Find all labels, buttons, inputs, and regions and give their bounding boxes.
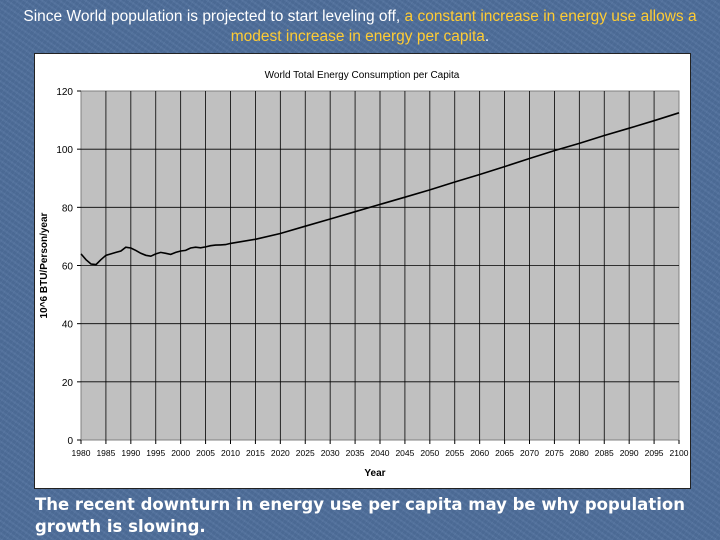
x-tick-label: 2055 — [445, 448, 464, 458]
x-tick-label: 2020 — [271, 448, 290, 458]
x-tick-label: 1995 — [146, 448, 165, 458]
y-tick-label: 60 — [62, 262, 74, 273]
x-tick-label: 2025 — [296, 448, 315, 458]
x-tick-label: 2030 — [321, 448, 340, 458]
x-tick-label: 2060 — [470, 448, 489, 458]
x-tick-label: 2075 — [545, 448, 564, 458]
x-tick-label: 2010 — [221, 448, 240, 458]
x-tick-label: 2005 — [196, 448, 215, 458]
x-tick-label: 2000 — [171, 448, 190, 458]
x-tick-label: 2045 — [395, 448, 414, 458]
x-tick-label: 2070 — [520, 448, 539, 458]
caption-text: Since World population is projected to s… — [23, 8, 405, 25]
x-tick-label: 2085 — [595, 448, 614, 458]
slide-caption: Since World population is projected to s… — [0, 7, 720, 47]
x-tick-label: 2040 — [371, 448, 390, 458]
y-tick-label: 80 — [62, 203, 74, 214]
y-tick-label: 20 — [62, 378, 74, 389]
x-tick-label: 2090 — [620, 448, 639, 458]
y-tick-label: 0 — [67, 436, 73, 447]
chart-title: World Total Energy Consumption per Capit… — [265, 70, 460, 81]
x-tick-label: 2015 — [246, 448, 265, 458]
x-tick-label: 2035 — [346, 448, 365, 458]
x-tick-label: 1980 — [72, 448, 91, 458]
y-tick-label: 100 — [56, 145, 73, 156]
y-tick-label: 40 — [62, 320, 74, 331]
caption-highlight: a constant increase in energy use allows… — [230, 8, 697, 45]
x-tick-label: 2065 — [495, 448, 514, 458]
x-tick-label: 1990 — [121, 448, 140, 458]
x-tick-label: 1985 — [96, 448, 115, 458]
slide-footer-text: The recent downturn in energy use per ca… — [35, 495, 685, 536]
x-tick-label: 2095 — [645, 448, 664, 458]
x-tick-label: 2100 — [670, 448, 689, 458]
x-tick-label: 2050 — [420, 448, 439, 458]
y-axis-label: 10^6 BTU/Person/year — [39, 212, 50, 318]
x-tick-label: 2080 — [570, 448, 589, 458]
x-axis-label: Year — [364, 468, 385, 479]
chart-panel: 0 20 40 60 80 100 120 1980 1985 1990 1995 2000 2005 2… — [34, 53, 691, 489]
series-line — [80, 112, 680, 266]
caption-end: . — [484, 28, 490, 45]
y-tick-label: 120 — [56, 87, 73, 98]
